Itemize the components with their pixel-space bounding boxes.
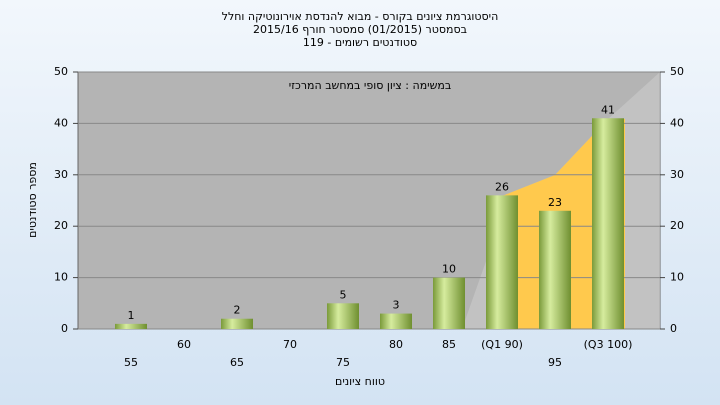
bar	[327, 303, 359, 329]
x-tick-label: 80	[389, 338, 403, 351]
bar	[539, 210, 571, 329]
bar	[115, 323, 147, 329]
chart-title: היסטוגרמת ציונים בקורס - מבוא להנדסת אוי…	[222, 10, 499, 23]
bar	[380, 313, 412, 329]
chart-subtitle: סטודנטים רשומים - 119	[303, 36, 417, 49]
y2-tick-label: 50	[670, 65, 684, 78]
x-tick-label: 85	[442, 338, 456, 351]
data-label: 3	[393, 299, 400, 312]
x-axis-label: טווח ציונים	[335, 375, 385, 388]
y-axis-label: מספר סטודנטים	[26, 162, 39, 238]
y-tick-label: 20	[54, 219, 68, 232]
y2-tick-label: 40	[670, 116, 684, 129]
data-label: 23	[548, 196, 562, 209]
x-tick-label: 60	[177, 338, 191, 351]
y-tick-label: 40	[54, 116, 68, 129]
annotation: במשימה : ציון סופי במחשב המרכזי	[289, 79, 452, 92]
data-label: 1	[128, 309, 135, 322]
data-label: 2	[234, 304, 241, 317]
bar	[486, 195, 518, 329]
y2-tick-label: 20	[670, 219, 684, 232]
x-tick-label: 95	[548, 356, 562, 369]
y-tick-label: 0	[61, 322, 68, 335]
x-tick-label: 75	[336, 356, 350, 369]
y2-tick-label: 30	[670, 168, 684, 181]
y-tick-label: 10	[54, 271, 68, 284]
bar	[433, 277, 465, 329]
data-label: 5	[340, 288, 347, 301]
x-tick-label: 65	[230, 356, 244, 369]
y-tick-label: 50	[54, 65, 68, 78]
x-tick-label: (Q3 100)	[584, 338, 633, 351]
y2-tick-label: 0	[670, 322, 677, 335]
data-label: 41	[601, 103, 615, 116]
y-tick-label: 30	[54, 168, 68, 181]
x-tick-label: 55	[124, 356, 138, 369]
bar	[592, 118, 624, 329]
x-tick-label: (Q1 90)	[481, 338, 523, 351]
bar	[221, 318, 253, 329]
data-label: 10	[442, 263, 456, 276]
chart-subtitle: בסמסטר (01/2015) סמסטר חורף 2015/16	[253, 23, 467, 36]
x-tick-label: 70	[283, 338, 297, 351]
data-label: 26	[495, 180, 509, 193]
y2-tick-label: 10	[670, 271, 684, 284]
